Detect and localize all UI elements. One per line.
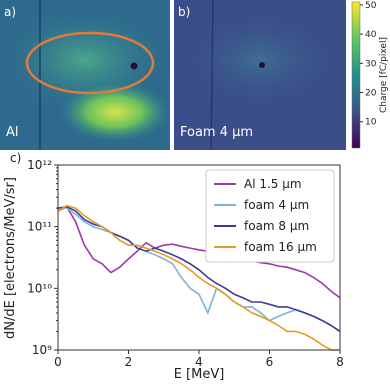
image-panel-b	[174, 0, 346, 151]
colorbar-tick-label: 30	[365, 59, 377, 69]
y-tick-label: 10¹²	[27, 158, 52, 172]
colorbar	[351, 1, 361, 149]
x-tick-label: 0	[54, 355, 62, 369]
legend-label: foam 16 μm	[244, 240, 317, 254]
x-tick-label: 8	[336, 355, 344, 369]
data-line	[58, 207, 341, 333]
panel-label: a)	[4, 5, 16, 19]
legend-label: foam 4 μm	[244, 198, 309, 212]
panel-label: c)	[10, 151, 21, 165]
y-axis-label: dN/dE [electrons/MeV/sr]	[3, 177, 18, 339]
image-panel-a	[0, 0, 175, 150]
legend-box	[205, 169, 335, 263]
y-tick-label: 10¹⁰	[27, 281, 52, 295]
colorbar-tick-label: 40	[365, 30, 377, 40]
x-tick-label: 4	[195, 355, 203, 369]
data-line	[57, 205, 341, 299]
y-tick-label: 10⁹	[32, 343, 52, 357]
panel-caption: Al	[6, 125, 19, 140]
x-axis-label: E [MeV]	[174, 367, 225, 382]
x-tick-label: 6	[266, 355, 274, 369]
panel-caption: Foam 4 μm	[180, 125, 253, 140]
legend-label: Al 1.5 μm	[244, 177, 302, 191]
colorbar-tick-label: 50	[365, 1, 377, 11]
data-line	[57, 204, 340, 351]
panel-label: b)	[178, 5, 190, 19]
plot-frame	[57, 164, 341, 351]
colorbar-label: Charge [fC/pixel]	[379, 37, 389, 113]
colorbar-tick-label: 20	[365, 89, 377, 99]
y-tick-label: 10¹¹	[27, 220, 52, 234]
legend-label: foam 8 μm	[244, 219, 309, 233]
colorbar-tick-label: 10	[365, 118, 377, 128]
x-tick-label: 2	[125, 355, 133, 369]
